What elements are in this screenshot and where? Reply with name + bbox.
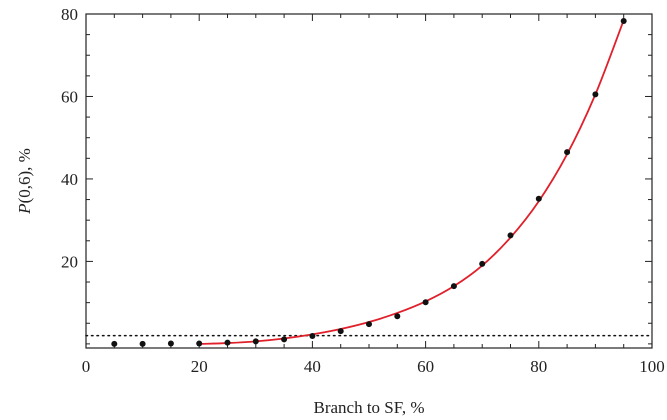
data-point: [564, 149, 571, 156]
data-point: [224, 339, 231, 346]
x-tick-label: 40: [304, 357, 321, 376]
data-point: [366, 321, 372, 328]
y-tick-label: 20: [61, 252, 78, 271]
x-tick-label: 80: [530, 357, 547, 376]
data-point: [281, 336, 288, 343]
data-point: [394, 313, 401, 320]
data-point: [252, 338, 259, 345]
x-tick-label: 20: [191, 357, 208, 376]
plot-frame: [85, 13, 653, 349]
x-tick-label: 100: [639, 357, 665, 376]
data-point: [196, 340, 203, 347]
data-point: [592, 91, 599, 98]
x-tick-label: 0: [82, 357, 91, 376]
y-tick-label: 60: [61, 87, 78, 106]
fit-curve: [202, 19, 625, 345]
y-axis-title: P(0,6), %: [15, 148, 34, 215]
data-point: [139, 340, 146, 347]
data-point: [422, 299, 429, 306]
x-axis-title: Branch to SF, %: [313, 398, 424, 417]
series-layer: [85, 18, 653, 347]
y-axis-title-italic: P: [15, 203, 34, 214]
data-point: [111, 340, 118, 347]
data-point: [620, 18, 627, 25]
data-point: [167, 340, 174, 347]
ticks: [85, 13, 653, 348]
data-point: [535, 195, 542, 202]
x-tick-label: 60: [417, 357, 434, 376]
data-point: [450, 283, 457, 290]
data-point: [507, 232, 514, 239]
y-axis-title-rest: (0,6), %: [15, 148, 34, 203]
y-tick-label: 40: [61, 170, 78, 189]
data-point: [479, 260, 486, 267]
y-tick-label: 80: [61, 5, 78, 24]
data-point: [337, 328, 344, 335]
data-point: [309, 333, 316, 340]
tick-labels: 0 20 40 60 80 100 20 40 60 80: [61, 5, 665, 376]
